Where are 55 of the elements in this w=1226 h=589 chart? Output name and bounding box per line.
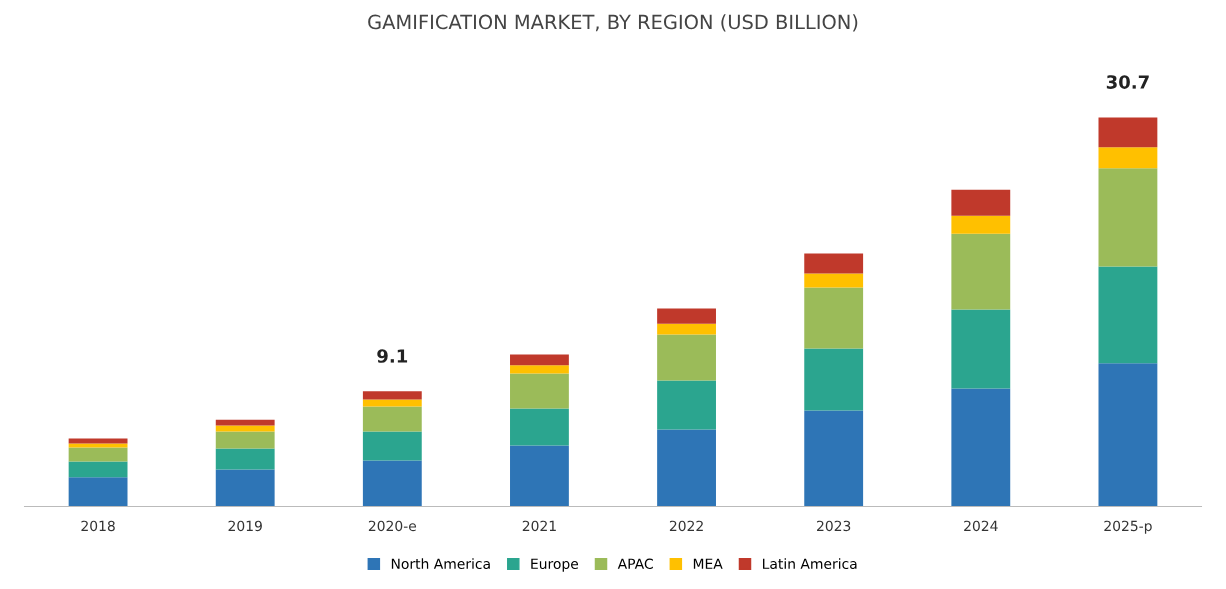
bar xyxy=(1098,363,1158,507)
bar xyxy=(804,253,864,274)
x-tick-label: 2019 xyxy=(228,520,262,532)
bar xyxy=(1098,117,1158,148)
legend-label: North America xyxy=(391,558,490,570)
bar xyxy=(68,461,128,478)
annotation: 30.7 xyxy=(1106,75,1149,89)
bar xyxy=(68,477,128,507)
bar xyxy=(510,408,569,446)
bar xyxy=(951,215,1011,234)
chart-title: GAMIFICATION MARKET, BY REGION (USD BILLION) xyxy=(368,14,858,32)
x-tick-label: 2020-e xyxy=(368,520,417,532)
bar xyxy=(510,445,569,507)
bar xyxy=(362,391,422,400)
bar xyxy=(804,273,864,288)
legend-label: APAC xyxy=(617,558,653,570)
legend-label: Latin America xyxy=(763,558,857,570)
x-tick-label: 2022 xyxy=(669,520,703,532)
bar xyxy=(1098,168,1158,267)
x-tick-label: 2023 xyxy=(817,520,851,532)
legend-label: MEA xyxy=(693,558,723,569)
bar xyxy=(510,373,569,409)
bar xyxy=(657,380,716,430)
bar xyxy=(804,287,864,349)
bar xyxy=(951,309,1011,389)
bar xyxy=(510,365,569,374)
x-tick-label: 2018 xyxy=(81,520,115,532)
bar xyxy=(68,443,128,448)
legend-label: Europe xyxy=(531,558,579,572)
x-tick-label: 2024 xyxy=(964,520,998,532)
bar xyxy=(68,438,128,444)
annotation: 9.1 xyxy=(377,349,408,363)
bar xyxy=(215,469,275,507)
bar xyxy=(215,419,275,426)
bar xyxy=(657,323,716,335)
bar xyxy=(68,447,128,462)
bar xyxy=(510,354,569,366)
bar xyxy=(215,448,275,470)
bar xyxy=(362,431,422,461)
bar xyxy=(804,410,864,507)
x-tick-label: 2025-p xyxy=(1104,520,1152,534)
bar xyxy=(1098,266,1158,364)
bar xyxy=(362,399,422,407)
bar xyxy=(657,308,716,324)
bar xyxy=(362,460,422,507)
bar xyxy=(951,388,1011,507)
bar xyxy=(951,189,1011,216)
bar xyxy=(951,233,1011,310)
bar xyxy=(804,348,864,411)
x-tick-label: 2021 xyxy=(522,520,556,532)
bar xyxy=(657,334,716,381)
bar xyxy=(1098,147,1158,169)
bar xyxy=(657,429,716,507)
bar xyxy=(215,431,275,449)
bar xyxy=(362,406,422,432)
